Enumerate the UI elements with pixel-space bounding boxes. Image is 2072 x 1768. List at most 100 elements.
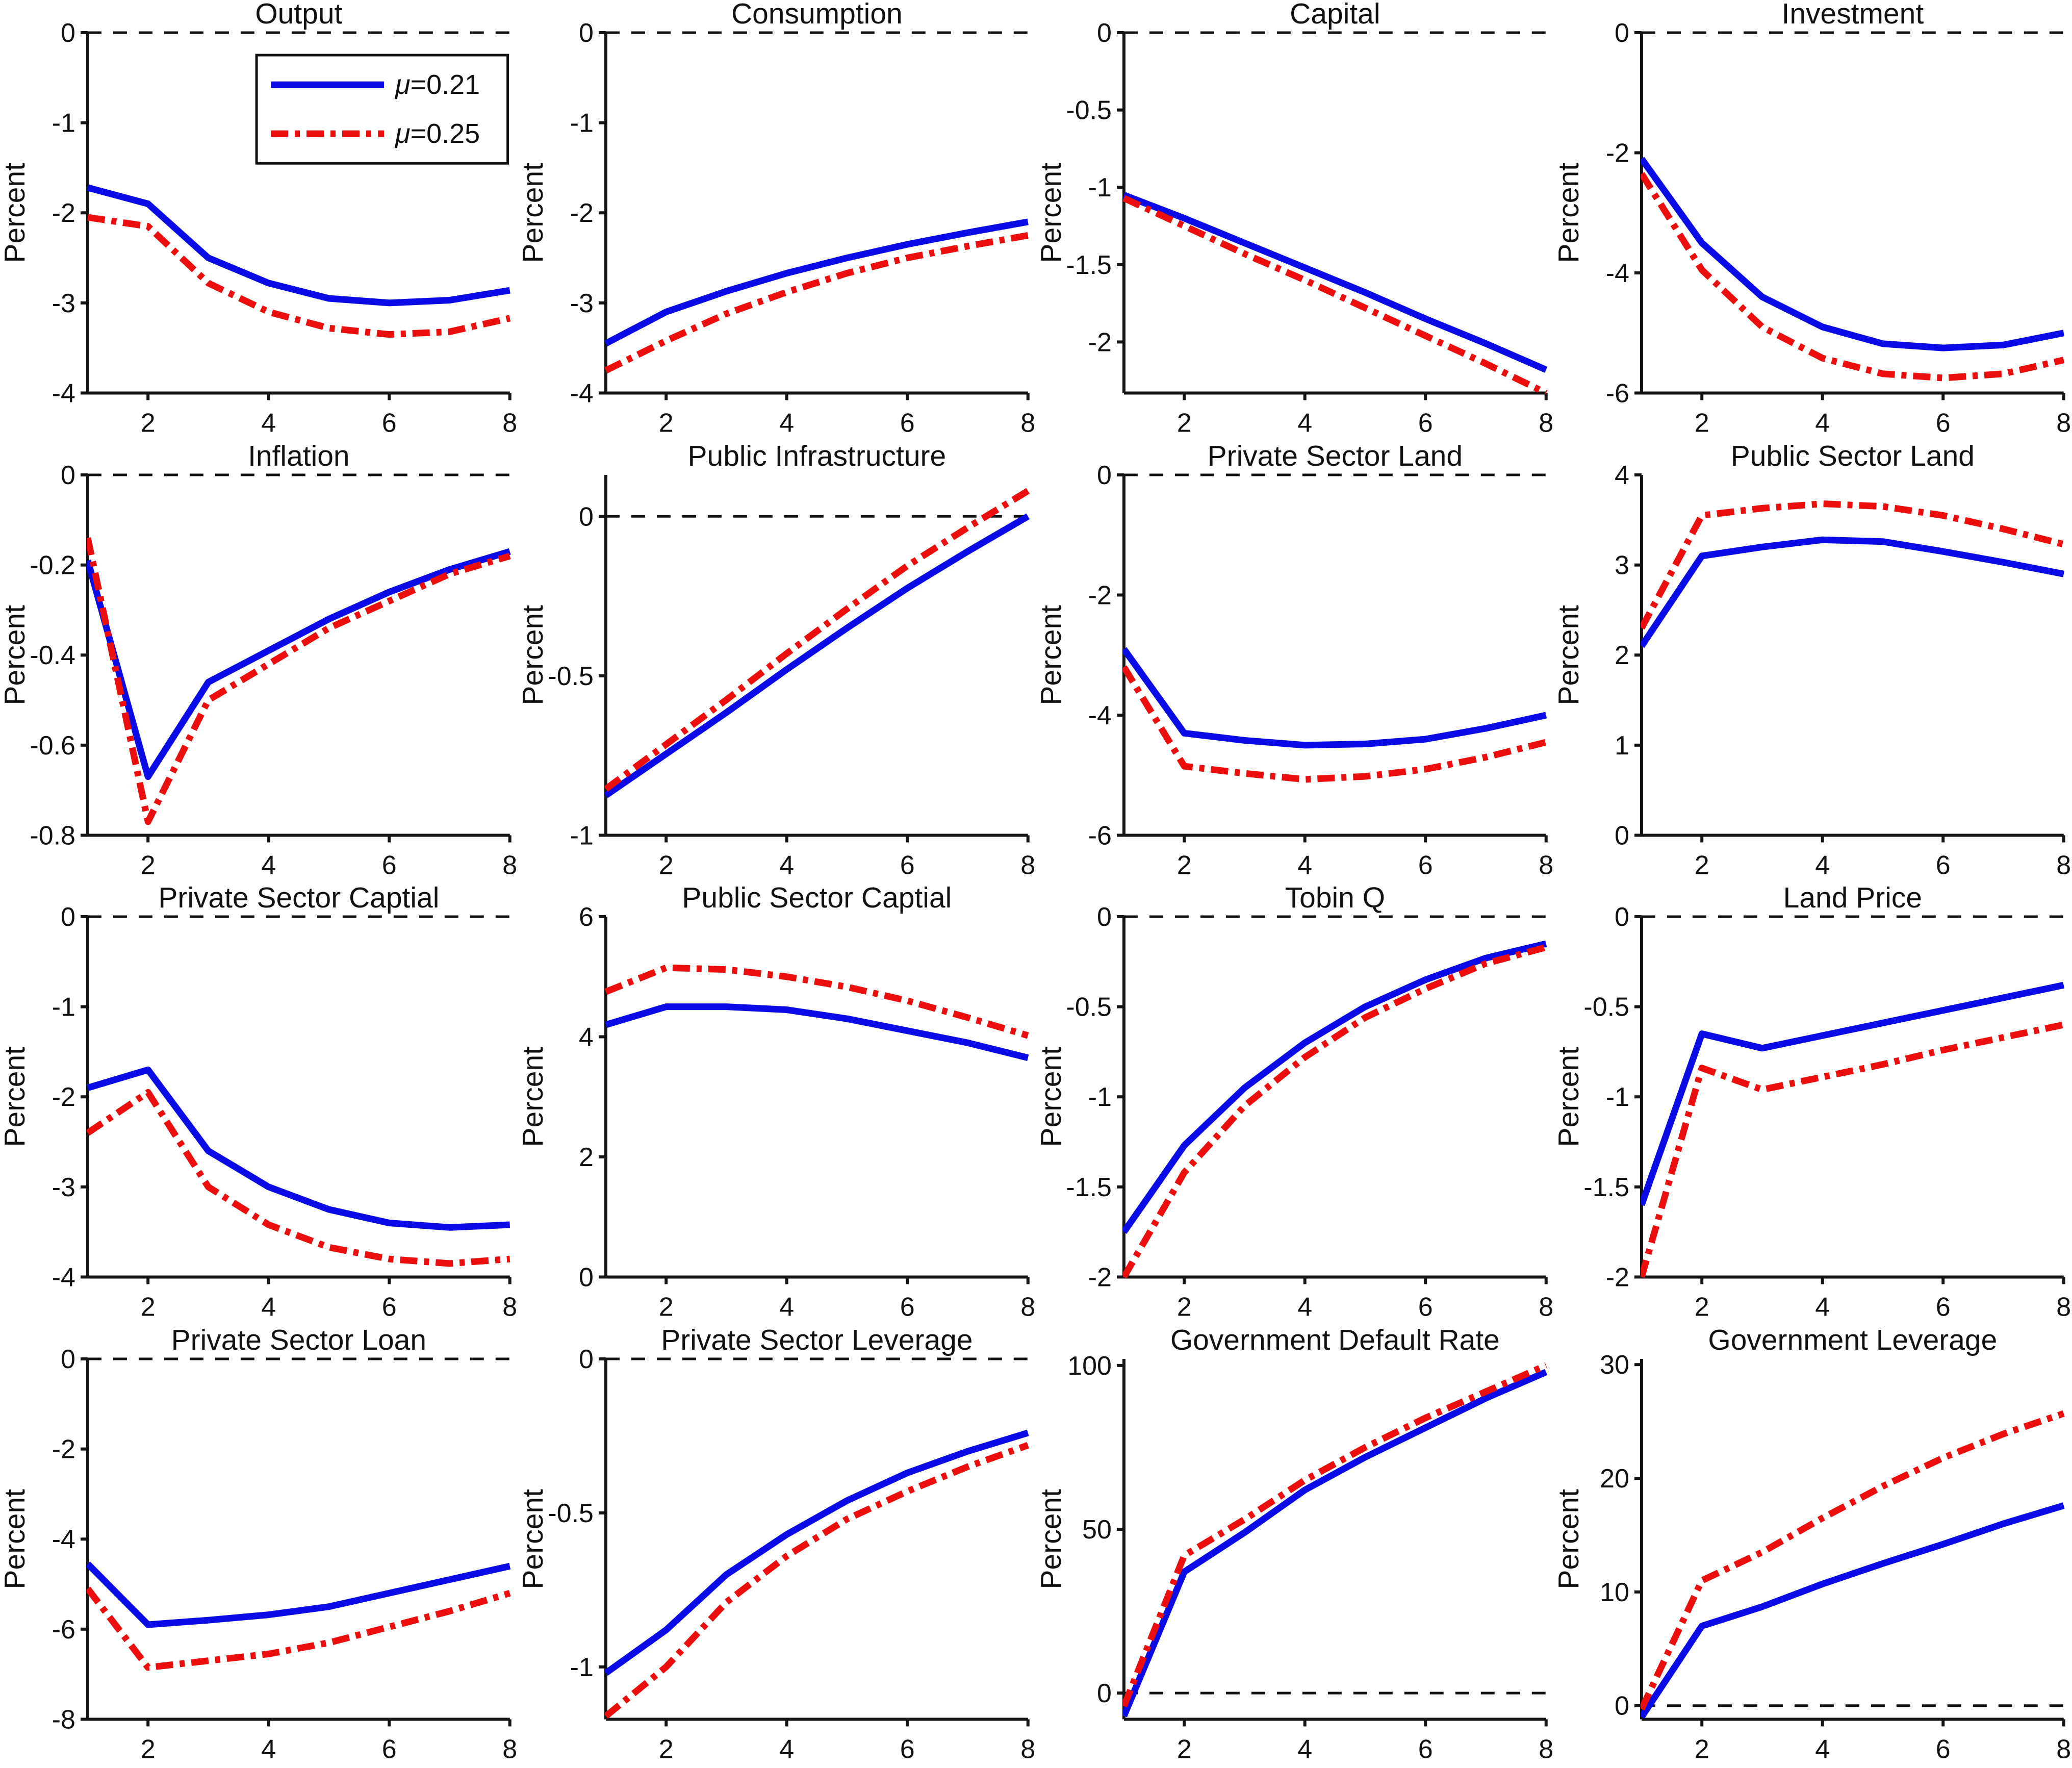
y-tick-label: -4	[570, 378, 593, 408]
subplot-canvas-government-leverage: Government Leverage Percent 0 10 20 30 2 4 6 8	[1554, 1326, 2071, 1764]
series-line-mu-0-21	[1641, 981, 2065, 1206]
series-line-mu-0-25	[604, 232, 1029, 374]
y-tick-label: 0	[1097, 461, 1112, 490]
subplot-title: Private Sector Land	[1207, 442, 1462, 472]
y-tick-label: -4	[52, 1262, 75, 1292]
x-tick-label: 8	[502, 1734, 517, 1764]
subplot-title: Government Leverage	[1708, 1326, 1998, 1356]
y-axis-label: Percent	[1554, 1488, 1585, 1589]
subplot-canvas-inflation: Inflation Percent 0 -0.2 -0.4 -0.6 -0.8 2 4 6 8	[0, 442, 517, 880]
x-tick-label: 2	[1695, 850, 1709, 880]
x-tick-label: 2	[1176, 850, 1191, 880]
x-tick-label: 2	[1695, 1734, 1709, 1764]
y-tick-label: -2	[52, 198, 75, 228]
y-tick-label: -2	[52, 1082, 75, 1112]
x-tick-label: 8	[1020, 408, 1035, 438]
x-tick-label: 4	[1297, 1292, 1312, 1322]
series-line-mu-0-25	[1122, 944, 1547, 1278]
legend-box	[255, 54, 509, 165]
x-tick-label: 4	[779, 1734, 794, 1764]
y-tick-label: 2	[579, 1143, 594, 1172]
x-tick-label: 6	[1936, 408, 1951, 438]
subplot-canvas-capital: Capital Percent 0 -0.5 -1 -1.5 -2 2 4 6 8	[1036, 0, 1553, 438]
y-axis-label: Percent	[1554, 1047, 1585, 1147]
series-line-mu-0-21	[1122, 1369, 1547, 1718]
y-axis-label: Percent	[0, 163, 31, 263]
subplot-government-leverage: Government Leverage Percent 0 10 20 30 2 4 6 8	[1554, 1326, 2072, 1768]
y-tick-label: 0	[1097, 1679, 1112, 1708]
y-tick-label: 10	[1600, 1577, 1629, 1607]
x-tick-label: 6	[1936, 1292, 1951, 1322]
y-tick-label: -8	[52, 1705, 75, 1734]
x-tick-label: 4	[1815, 1292, 1830, 1322]
subplot-public-sector-land: Public Sector Land Percent 0 1 2 3 4 2 4 6 8	[1554, 442, 2072, 885]
subplot-title: Private Sector Leverage	[661, 1326, 973, 1356]
subplot-canvas-public-sector-land: Public Sector Land Percent 0 1 2 3 4 2 4 6 8	[1554, 442, 2071, 880]
x-tick-label: 6	[1418, 1292, 1433, 1322]
subplot-title: Land Price	[1783, 884, 1922, 914]
subplot-tobin-q: Tobin Q Percent 0 -0.5 -1 -1.5 -2 2 4 6 8	[1036, 884, 1554, 1326]
y-tick-label: -1	[1606, 1082, 1629, 1112]
y-tick-label: -1	[570, 109, 593, 138]
y-tick-label: 4	[1615, 461, 1629, 490]
y-axis-label: Percent	[1554, 604, 1585, 705]
x-tick-label: 8	[1020, 1292, 1035, 1322]
y-tick-label: 0	[1615, 902, 1629, 932]
y-tick-label: -2	[1606, 138, 1629, 168]
x-tick-label: 8	[1539, 1292, 1553, 1322]
subplot-title: Tobin Q	[1285, 884, 1385, 914]
subplot-canvas-public-infrastructure: Public Infrastructure Percent 0 -0.5 -1 2 4 6 8	[518, 442, 1035, 880]
subplot-title: Public Sector Land	[1731, 442, 1975, 472]
x-tick-label: 4	[1815, 408, 1830, 438]
series-line-mu-0-25	[1122, 195, 1548, 394]
y-axis-label: Percent	[0, 1488, 31, 1589]
x-tick-label: 6	[1418, 1734, 1433, 1764]
y-tick-label: -2	[1088, 1262, 1111, 1292]
y-tick-label: -0.5	[1584, 993, 1630, 1022]
y-tick-label: 0	[1615, 18, 1629, 48]
x-tick-label: 2	[141, 850, 156, 880]
y-tick-label: 0	[1097, 18, 1112, 48]
x-tick-label: 2	[1176, 1734, 1191, 1764]
subplot-title: Capital	[1290, 0, 1380, 30]
y-tick-label: 50	[1082, 1514, 1112, 1544]
subplot-public-sector-captial: Public Sector Captial Percent 0 2 4 6 2 4 6 8	[518, 884, 1036, 1326]
subplot-title: Private Sector Loan	[171, 1326, 426, 1356]
y-tick-label: -0.5	[548, 1498, 594, 1528]
series-line-mu-0-21	[1122, 192, 1547, 373]
subplot-title: Inflation	[248, 442, 350, 472]
x-tick-label: 2	[1176, 408, 1191, 438]
x-tick-label: 6	[382, 850, 397, 880]
subplot-title: Public Infrastructure	[687, 442, 946, 472]
series-line-mu-0-25	[604, 488, 1030, 792]
subplot-capital: Capital Percent 0 -0.5 -1 -1.5 -2 2 4 6 8	[1036, 0, 1554, 442]
y-tick-label: -0.2	[30, 550, 75, 580]
subplot-private-sector-loan: Private Sector Loan Percent 0 -2 -4 -6 -8 2 4 6 8	[0, 1326, 518, 1768]
x-tick-label: 2	[1695, 408, 1709, 438]
series-line-mu-0-21	[86, 1561, 511, 1628]
subplot-government-default-rate: Government Default Rate Percent 0 50 100 2 4 6 8	[1036, 1326, 1554, 1768]
y-tick-label: -1.5	[1066, 250, 1112, 280]
x-tick-label: 8	[1539, 408, 1553, 438]
y-tick-label: -4	[1606, 259, 1629, 288]
y-axis-label: Percent	[518, 1488, 549, 1589]
x-tick-label: 8	[1539, 1734, 1553, 1764]
x-tick-label: 2	[659, 1734, 674, 1764]
series-line-mu-0-21	[604, 1429, 1029, 1676]
subplot-investment: Investment Percent 0 -2 -4 -6 2 4 6 8	[1554, 0, 2072, 442]
y-tick-label: -3	[52, 1173, 75, 1202]
series-line-mu-0-25	[1641, 1021, 2065, 1278]
x-tick-label: 8	[2057, 850, 2071, 880]
y-tick-label: -6	[1088, 821, 1111, 850]
series-line-mu-0-25	[86, 537, 511, 825]
y-tick-label: -1	[1088, 1082, 1111, 1112]
x-tick-label: 6	[900, 1292, 915, 1322]
subplot-canvas-consumption: Consumption Percent 0 -1 -2 -3 -4 2 4 6 8	[518, 0, 1035, 438]
y-tick-label: -4	[1088, 700, 1111, 730]
x-tick-label: 4	[779, 408, 794, 438]
y-axis-label: Percent	[518, 163, 549, 263]
subplot-consumption: Consumption Percent 0 -1 -2 -3 -4 2 4 6 8	[518, 0, 1036, 442]
y-tick-label: 0	[579, 1262, 594, 1292]
series-line-mu-0-25	[87, 214, 511, 338]
